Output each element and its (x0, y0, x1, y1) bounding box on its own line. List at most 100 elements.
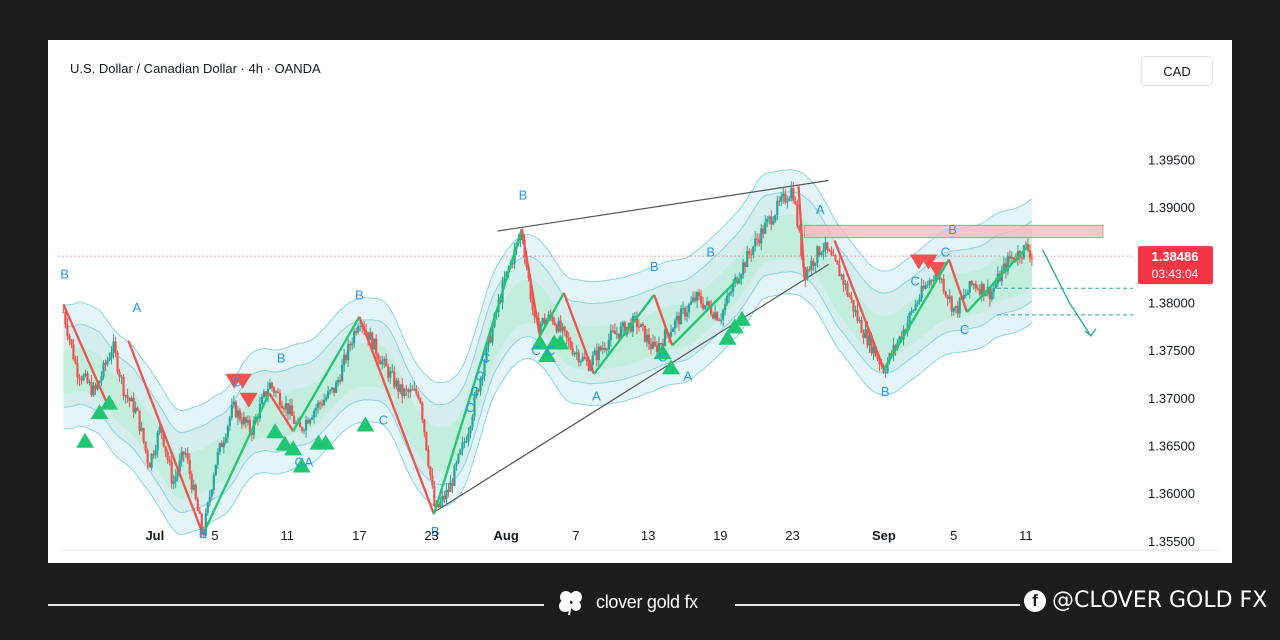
candle (788, 195, 791, 202)
y-tick-label: 1.38000 (1148, 296, 1195, 311)
candle (477, 389, 480, 393)
candle (441, 490, 444, 509)
candle-body (940, 279, 943, 281)
candle-body (218, 443, 221, 453)
candle (419, 397, 422, 405)
candle-body (635, 316, 639, 327)
candle-body (357, 326, 360, 333)
candle-body (290, 405, 294, 416)
candle (792, 181, 795, 204)
candle-body (912, 310, 915, 312)
x-tick-label: 13 (641, 528, 655, 543)
candle (677, 312, 681, 332)
candle-body (74, 359, 77, 364)
chart-panel[interactable]: B A B C B C A B C B C C C C B C C A B C A B A B C C B C 1.39500 1.390… (48, 40, 1232, 563)
candle (579, 359, 582, 366)
currency-button[interactable]: CAD (1141, 56, 1213, 86)
candle (324, 394, 328, 402)
candle (140, 421, 143, 432)
wave-label: B (355, 288, 364, 303)
candle (641, 321, 645, 332)
candle-body (651, 341, 655, 349)
candle-body (623, 322, 626, 335)
candle (455, 460, 458, 471)
candle-body (950, 296, 953, 312)
candle (862, 329, 865, 344)
candle (365, 323, 368, 333)
candle-body (593, 350, 596, 356)
candle (447, 483, 450, 498)
candle-body (399, 384, 402, 392)
candle (816, 245, 819, 268)
candle (479, 376, 482, 396)
candle-body (1020, 257, 1024, 259)
buy-signal (356, 416, 375, 432)
candle (84, 370, 87, 378)
candle (848, 292, 851, 298)
candle-body (188, 459, 191, 475)
candle-body (677, 315, 681, 325)
candle (705, 296, 709, 311)
candle-body (264, 391, 268, 396)
candle-body (176, 471, 179, 477)
candle (399, 384, 402, 395)
candle-body (746, 251, 749, 267)
candle-body (300, 427, 304, 431)
candle (918, 293, 921, 305)
candle (699, 289, 703, 308)
price-badge-bg (1138, 246, 1213, 285)
candle-body (886, 362, 889, 372)
candle (597, 343, 600, 367)
candle-body (88, 382, 91, 384)
candle-body (531, 299, 534, 310)
y-tick-label: 1.37500 (1148, 343, 1195, 358)
candle-body (703, 305, 707, 309)
buy-signal (538, 346, 557, 362)
candle (756, 233, 759, 246)
candle (599, 344, 602, 352)
candle-body (601, 347, 604, 350)
candle-body (794, 201, 797, 205)
candle-body (405, 389, 408, 391)
candle-body (788, 198, 791, 201)
candle-body (146, 450, 149, 464)
candle (411, 384, 414, 391)
candle-body (533, 309, 536, 317)
candle-body (310, 417, 314, 420)
candle (212, 472, 215, 494)
candle (116, 350, 119, 375)
candle-body (914, 304, 917, 311)
candle-body (331, 387, 334, 391)
candle-body (1010, 257, 1013, 259)
candle (132, 392, 135, 418)
candle-body (579, 360, 582, 363)
candle-body (138, 410, 141, 431)
candle-body (868, 335, 871, 346)
candle (284, 395, 288, 417)
candle (262, 388, 266, 399)
candle (357, 322, 360, 335)
candle-body (503, 278, 506, 282)
buy-signal (100, 394, 119, 410)
candle (423, 418, 426, 438)
candle (232, 395, 235, 409)
candle (134, 401, 137, 415)
candle-body (563, 326, 566, 331)
candle-body (174, 476, 177, 482)
candle (391, 364, 394, 374)
candle (92, 382, 95, 398)
candle-body (212, 475, 215, 490)
candle-body (742, 262, 745, 275)
candle-body (1006, 256, 1009, 272)
candle-body (72, 344, 75, 360)
candle-body (922, 285, 925, 289)
candle-body (170, 462, 173, 484)
candle-body (808, 269, 811, 271)
candle-body (557, 320, 560, 332)
candle-body (758, 239, 761, 244)
candle-body (96, 383, 99, 390)
symbol-title: U.S. Dollar / Canadian Dollar · 4h · OAN… (70, 61, 321, 76)
candle (844, 280, 847, 291)
candle-body (982, 283, 985, 296)
